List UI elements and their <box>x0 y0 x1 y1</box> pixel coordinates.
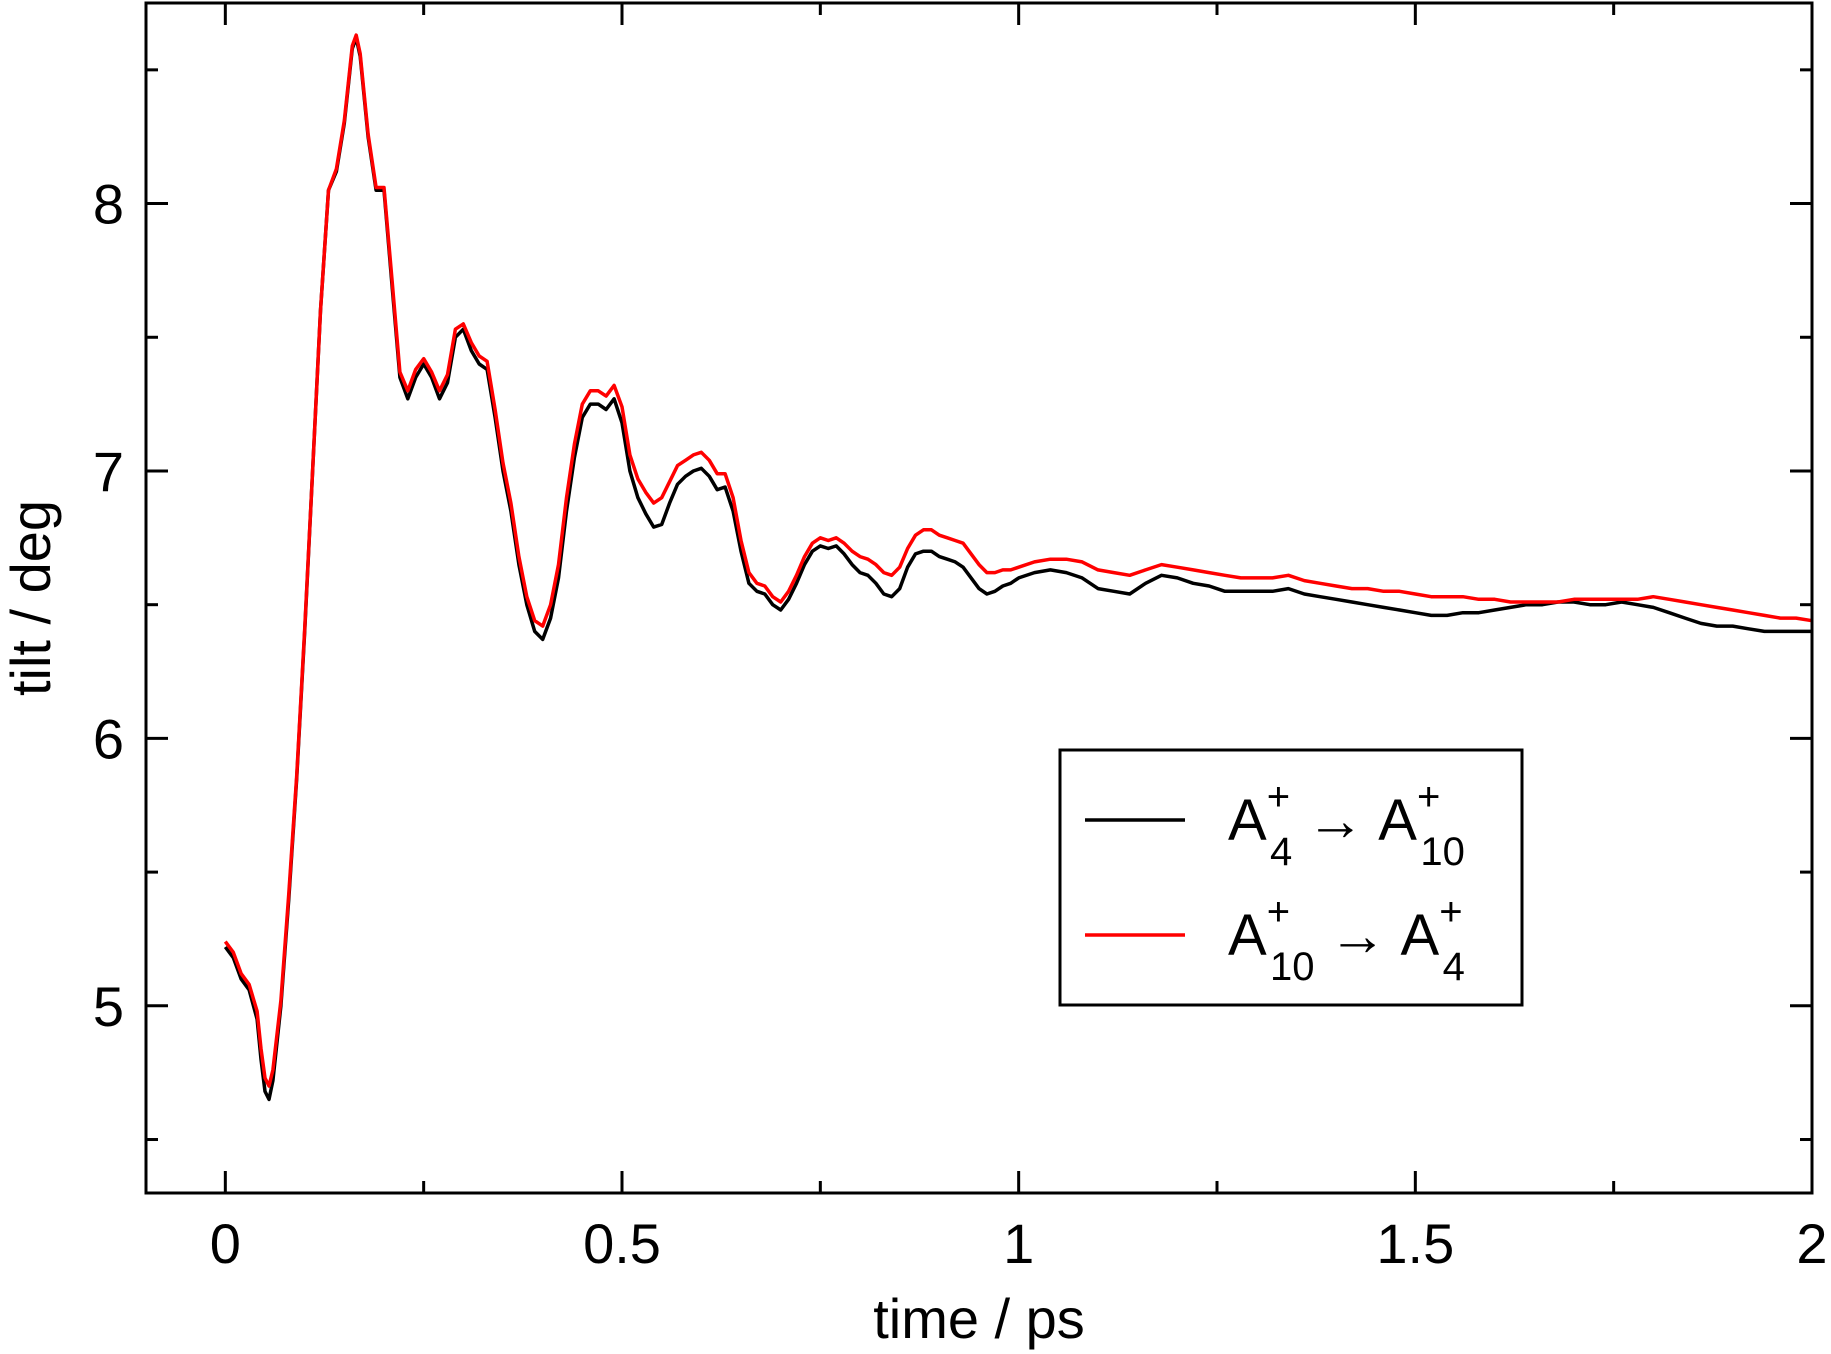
legend-label-2: A+ 10 → A+ 4 <box>1228 890 1465 989</box>
plot-frame <box>144 1 1814 1195</box>
legend-sub2: 4 <box>1443 945 1465 989</box>
legend-box <box>1058 748 1524 1007</box>
series-line-2 <box>223 33 1813 1088</box>
y-tick-label: 8 <box>93 173 124 236</box>
legend-label-1: A+ 4 → A+ 10 <box>1228 775 1465 874</box>
legend-sup2: + <box>1439 890 1462 934</box>
series-layer <box>223 33 1813 1102</box>
legend-base2: A <box>1378 788 1417 853</box>
y-axis-label: tilt / deg <box>0 500 62 696</box>
x-tick-label: 1.5 <box>1376 1212 1454 1275</box>
x-tick-label: 1 <box>1003 1212 1034 1275</box>
x-axis-label: time / ps <box>873 1287 1085 1350</box>
legend-arrow: → <box>1329 903 1387 968</box>
legend-sub1: 10 <box>1270 945 1315 989</box>
series-line-1 <box>223 36 1812 1102</box>
legend-sup1: + <box>1267 775 1290 819</box>
legend-sub2: 10 <box>1420 830 1465 874</box>
legend-sup2: + <box>1417 775 1440 819</box>
y-tick-label: 5 <box>93 975 124 1038</box>
x-tick-label: 0.5 <box>583 1212 661 1275</box>
y-tick-label: 6 <box>93 707 124 770</box>
legend-base2: A <box>1401 903 1440 968</box>
x-tick-label: 0 <box>210 1212 241 1275</box>
legend-sup1: + <box>1267 890 1290 934</box>
y-tick-label: 7 <box>93 440 124 503</box>
legend-sub1: 4 <box>1270 830 1292 874</box>
legend: A+ 4 → A+ 10A+ 10 → A+ 4 <box>1058 748 1524 1007</box>
legend-arrow: → <box>1306 788 1364 853</box>
ticks-layer: 0 0.5 1 1.5 2 5 6 7 8 <box>93 3 1828 1275</box>
x-tick-label: 2 <box>1796 1212 1827 1275</box>
legend-base1: A <box>1228 903 1267 968</box>
legend-base1: A <box>1228 788 1267 853</box>
